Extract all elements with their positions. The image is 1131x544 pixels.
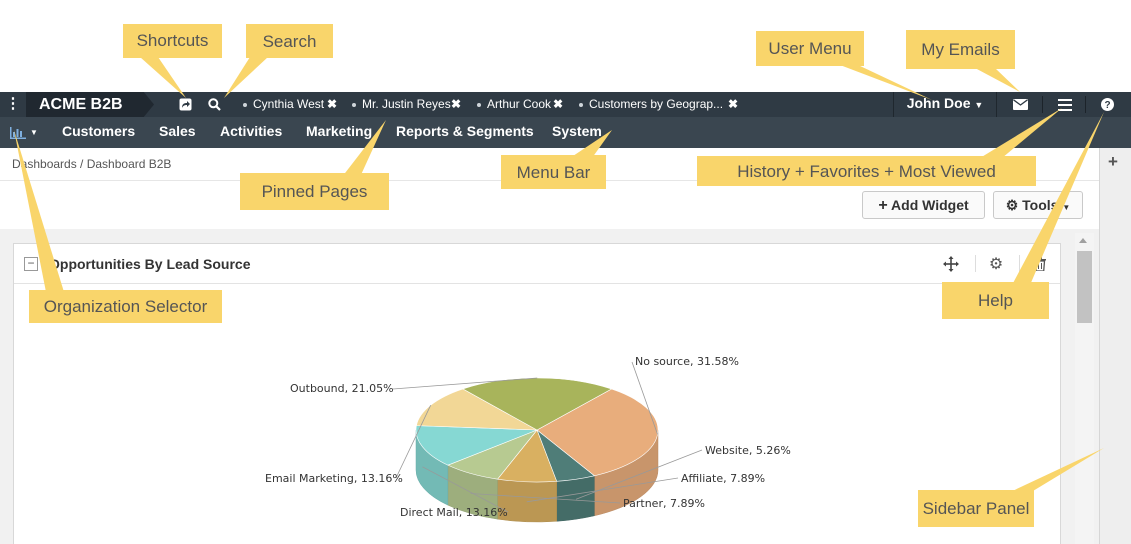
menu-item-customers[interactable]: Customers xyxy=(62,123,136,139)
pie-side-website xyxy=(556,475,595,522)
pinned-tab-1[interactable]: Cynthia West xyxy=(243,92,324,117)
leader-line-direct-mail xyxy=(422,466,509,513)
callout-my-emails: My Emails xyxy=(906,30,1015,69)
close-icon[interactable]: ✖ xyxy=(553,97,564,111)
leader-line-partner xyxy=(470,493,621,504)
slice-label-outbound: Outbound, 21.05% xyxy=(290,382,394,395)
app-menu-dots-icon[interactable]: ⋮ xyxy=(5,95,21,112)
brand-logo[interactable]: ACME B2B xyxy=(26,92,154,117)
divider xyxy=(1042,96,1043,113)
bullet-icon xyxy=(579,102,583,107)
add-sidebar-widget-icon[interactable]: + xyxy=(1108,152,1118,171)
menu-item-activities[interactable]: Activities xyxy=(220,123,283,139)
pie-slice-direct-mail[interactable] xyxy=(415,425,538,466)
menu-item-reports-segments[interactable]: Reports & Segments xyxy=(396,123,534,139)
help-button[interactable]: ? xyxy=(1094,92,1120,117)
move-icon[interactable] xyxy=(941,254,961,274)
menu-bar: ▼ Customers Sales Activities Marketing R… xyxy=(0,117,1131,148)
close-icon[interactable]: ✖ xyxy=(451,97,462,111)
slice-label-direct-mail: Direct Mail, 13.16% xyxy=(400,506,508,519)
pinned-tab-2[interactable]: Mr. Justin Reyes xyxy=(352,92,451,117)
leader-line-email-marketing xyxy=(395,404,432,479)
callout-shortcuts: Shortcuts xyxy=(123,24,222,58)
menu-item-sales[interactable]: Sales xyxy=(159,123,196,139)
slice-label-website: Website, 5.26% xyxy=(705,444,791,457)
callout-menu-bar: Menu Bar xyxy=(501,155,606,189)
caret-down-icon: ▼ xyxy=(974,100,984,110)
leader-line-outbound xyxy=(392,377,538,390)
close-icon[interactable]: ✖ xyxy=(728,97,739,111)
pinned-tab-3[interactable]: Arthur Cook xyxy=(477,92,551,117)
callout-history-favorites: History + Favorites + Most Viewed xyxy=(697,156,1036,186)
add-widget-button[interactable]: + Add Widget xyxy=(862,191,985,219)
help-icon: ? xyxy=(1100,98,1114,111)
scroll-up-icon[interactable] xyxy=(1079,238,1087,243)
svg-text:?: ? xyxy=(1104,100,1110,111)
gear-icon[interactable]: ⚙ xyxy=(988,256,1004,273)
pie-slice-email-marketing[interactable] xyxy=(416,388,538,431)
widget-title: Opportunities By Lead Source xyxy=(49,256,251,272)
callout-pinned-pages: Pinned Pages xyxy=(240,173,389,210)
bullet-icon xyxy=(477,102,481,107)
bullet-icon xyxy=(352,102,356,107)
slice-label-partner: Partner, 7.89% xyxy=(623,497,705,510)
share-icon xyxy=(179,98,191,111)
shortcuts-button[interactable] xyxy=(172,92,198,117)
hamburger-icon xyxy=(1058,98,1072,111)
callout-search: Search xyxy=(246,24,333,58)
callout-help: Help xyxy=(942,282,1049,319)
bullet-icon xyxy=(243,102,247,107)
pie-side-walls xyxy=(415,429,659,523)
pinned-tab-4[interactable]: Customers by Geograp... xyxy=(579,92,723,117)
sidebar-panel xyxy=(1099,148,1131,544)
search-icon xyxy=(207,98,221,111)
divider xyxy=(975,255,976,272)
leader-line-no-source xyxy=(631,361,658,435)
slice-label-no-source: No source, 31.58% xyxy=(635,355,739,368)
divider xyxy=(1085,96,1086,113)
callout-user-menu: User Menu xyxy=(756,31,864,66)
slice-label-affiliate: Affiliate, 7.89% xyxy=(681,472,766,485)
slice-label-email-marketing: Email Marketing, 13.16% xyxy=(265,472,403,485)
search-button[interactable] xyxy=(201,92,227,117)
callout-organization-selector: Organization Selector xyxy=(29,290,222,323)
scrollbar-thumb[interactable] xyxy=(1077,251,1092,323)
plus-icon: + xyxy=(878,197,888,214)
envelope-icon xyxy=(1012,99,1028,110)
callout-sidebar-panel: Sidebar Panel xyxy=(918,490,1034,527)
close-icon[interactable]: ✖ xyxy=(327,97,338,111)
history-favorites-button[interactable] xyxy=(1052,92,1078,117)
leader-line-affiliate xyxy=(526,477,679,503)
my-emails-button[interactable] xyxy=(1007,92,1033,117)
